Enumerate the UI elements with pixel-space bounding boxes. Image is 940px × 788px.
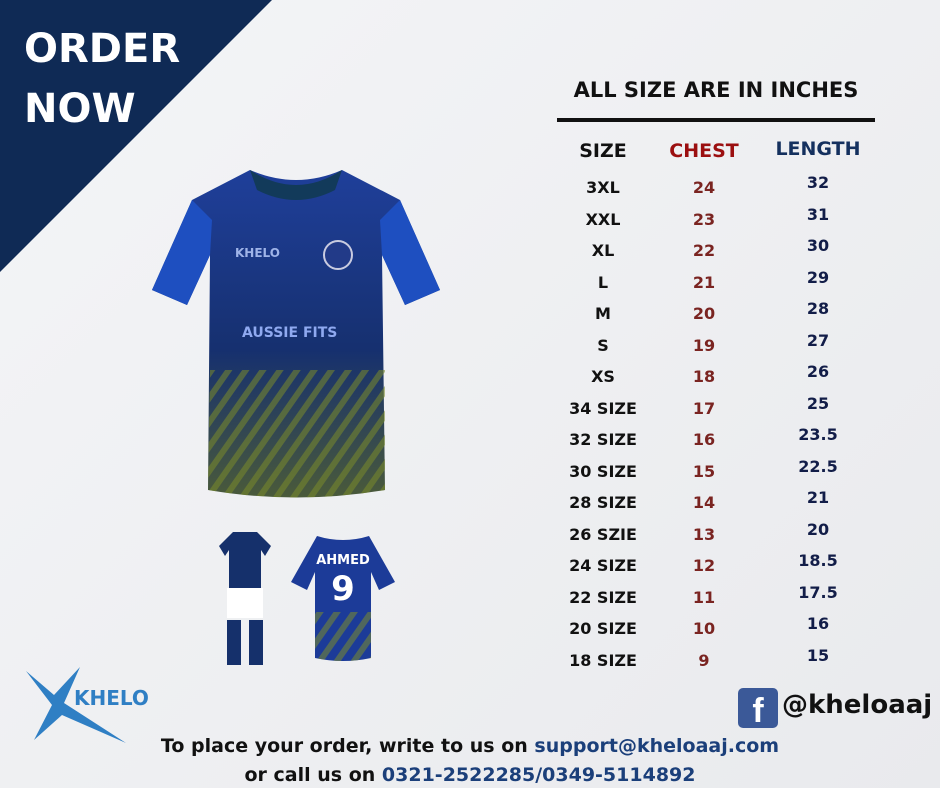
cell-length: 20	[806, 519, 830, 539]
header-length: LENGTH	[775, 138, 861, 160]
cell-chest: 18	[692, 367, 716, 386]
cell-chest: 12	[692, 556, 716, 575]
cell-size: XL	[591, 241, 615, 260]
facebook-handle[interactable]: @kheloaaj	[782, 690, 933, 720]
cell-chest: 14	[692, 493, 716, 512]
cell-chest: 9	[698, 650, 710, 670]
contact-line2-text: or call us on	[244, 764, 382, 786]
cell-chest: 21	[692, 272, 716, 292]
cell-chest: 19	[692, 335, 716, 355]
cell-size: 22 SIZE	[569, 587, 637, 607]
cell-size: 28 SIZE	[569, 493, 637, 512]
player-name-text: AHMED	[316, 553, 370, 568]
cell-chest: 23	[692, 209, 716, 229]
title-underline	[557, 118, 875, 122]
khelo-logo: KHELO	[26, 667, 149, 743]
contact-line1-text: To place your order, write to us on	[160, 735, 535, 757]
cell-size: 24 SIZE	[569, 556, 637, 575]
cell-length: 29	[806, 267, 830, 287]
header-chest: CHEST	[669, 140, 739, 162]
cell-size: 32 SIZE	[569, 430, 637, 449]
cell-length: 27	[806, 330, 830, 350]
cell-chest: 16	[692, 430, 716, 449]
cell-size: XS	[591, 367, 615, 386]
cell-length: 18.5	[798, 551, 838, 570]
svg-text:KHELO: KHELO	[74, 686, 149, 710]
jersey-front-image: KHELO AUSSIE FITS	[152, 170, 440, 498]
phone-link[interactable]: 0321-2522285/0349-5114892	[381, 764, 696, 786]
cell-length: 16	[806, 614, 830, 633]
header-size: SIZE	[579, 140, 627, 162]
facebook-icon[interactable]: f	[738, 688, 778, 728]
cell-size: XXL	[585, 209, 621, 229]
cell-length: 21	[806, 488, 830, 507]
cell-length: 26	[806, 362, 830, 381]
cell-size: S	[597, 335, 609, 355]
cell-size: L	[597, 272, 609, 292]
cell-chest: 15	[692, 461, 716, 481]
contact-line-email: To place your order, write to us on supp…	[0, 735, 940, 757]
cell-chest: 20	[692, 304, 716, 323]
cell-length: 32	[806, 173, 830, 192]
player-number-text: 9	[331, 569, 355, 609]
cell-length: 28	[806, 299, 830, 318]
contact-line-phone: or call us on 0321-2522285/0349-5114892	[0, 764, 940, 786]
cell-length: 22.5	[798, 456, 838, 476]
jersey-back-image: AHMED 9	[291, 536, 395, 661]
cell-length: 25	[806, 393, 830, 413]
cell-size: M	[595, 304, 611, 323]
cell-chest: 24	[692, 178, 716, 197]
jersey-logo-text: KHELO	[235, 246, 280, 260]
cell-chest: 10	[692, 619, 716, 638]
cell-chest: 22	[692, 241, 716, 260]
cell-length: 15	[806, 645, 830, 665]
cell-size: 26 SZIE	[569, 524, 637, 544]
email-link[interactable]: support@kheloaaj.com	[534, 735, 780, 757]
cell-size: 20 SIZE	[569, 619, 637, 638]
cell-length: 30	[806, 236, 830, 255]
cell-size: 3XL	[586, 178, 620, 197]
cell-size: 18 SIZE	[569, 650, 637, 670]
cell-chest: 11	[692, 587, 716, 607]
cell-length: 17.5	[798, 582, 838, 602]
order-now-line1: ORDER	[24, 26, 181, 72]
cell-chest: 13	[692, 524, 716, 544]
cell-size: 34 SIZE	[569, 398, 637, 418]
order-now-line2: NOW	[24, 86, 136, 132]
sponsor-text: AUSSIE FITS	[242, 325, 337, 341]
cell-size: 30 SIZE	[569, 461, 637, 481]
cell-chest: 17	[692, 398, 716, 418]
cell-length: 31	[806, 204, 830, 224]
size-chart-title: ALL SIZE ARE IN INCHES	[573, 78, 859, 102]
full-kit-image	[219, 532, 271, 665]
cell-length: 23.5	[798, 425, 838, 444]
